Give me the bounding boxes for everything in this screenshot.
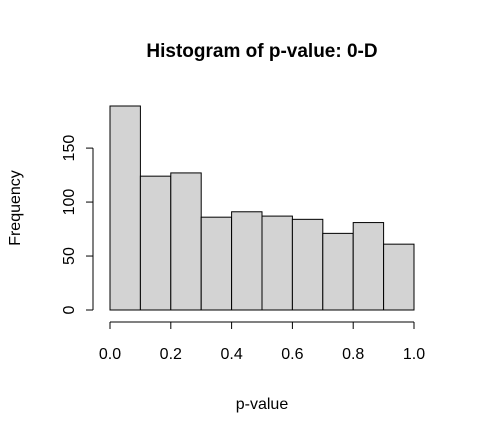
bar [231,211,263,311]
bar [200,216,233,311]
bar [170,172,202,311]
y-axis-label: Frequency [7,170,24,246]
x-tick-label: 0.2 [160,346,182,363]
x-tick-label: 1.0 [403,346,425,363]
bar [352,222,385,311]
x-tick-label: 0.4 [220,346,242,363]
y-tick-label: 0 [61,305,78,314]
x-tick-label: 0.0 [99,346,121,363]
bar [139,175,172,311]
y-tick-label: 150 [61,135,78,162]
y-tick-label: 50 [61,247,78,265]
chart-title: Histogram of p-value: 0-D [146,41,377,62]
bar [261,215,293,311]
x-tick-label: 0.8 [342,346,364,363]
y-tick-label: 100 [61,189,78,216]
bar [322,232,354,311]
bar [291,218,324,311]
bar [109,105,141,311]
x-tick-label: 0.6 [281,346,303,363]
x-axis-label: p-value [236,396,289,413]
bar [383,243,415,311]
